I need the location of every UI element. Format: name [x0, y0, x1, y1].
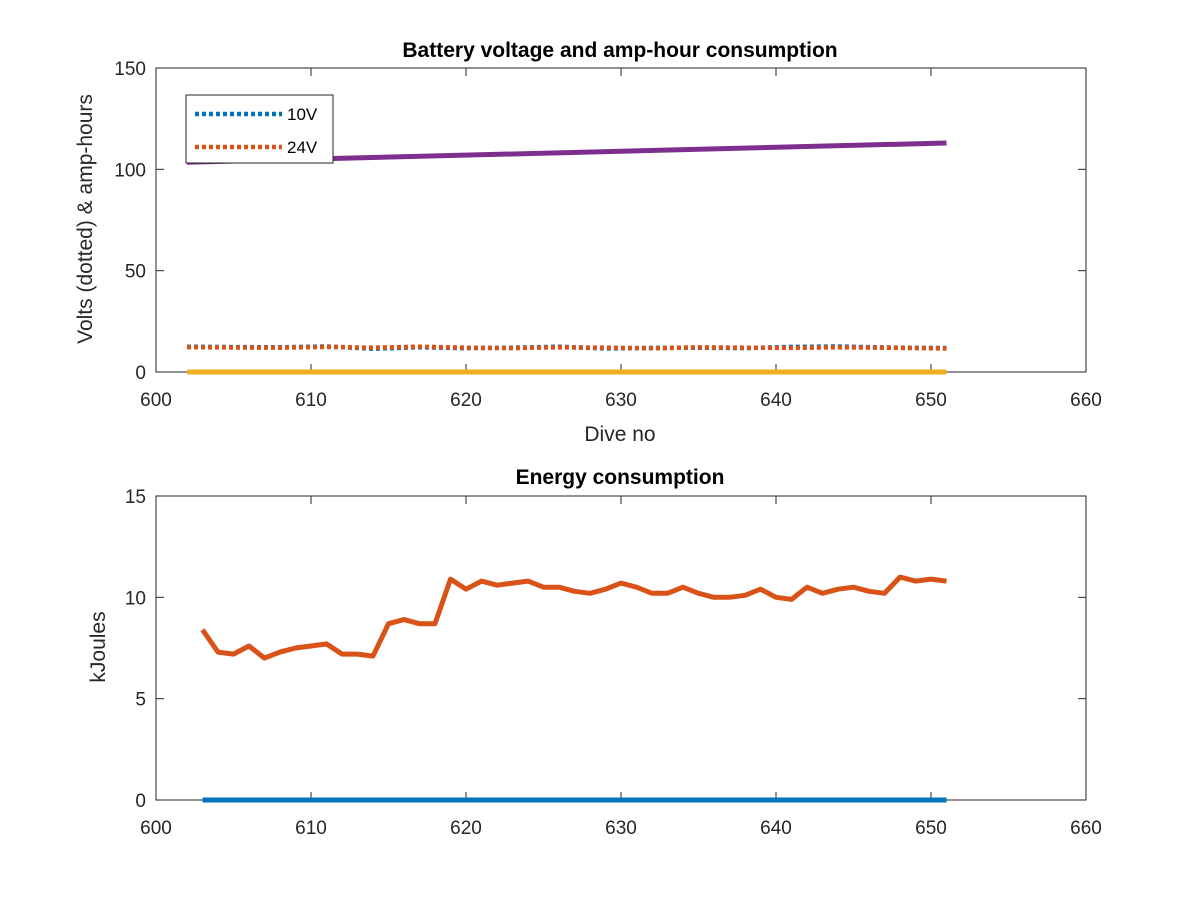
voltage-amp-hour-axes: Battery voltage and amp-hour consumption… [74, 39, 1102, 446]
x-tick-label: 650 [915, 818, 947, 839]
x-tick-label: 660 [1070, 818, 1102, 839]
y-tick-label: 0 [135, 791, 146, 812]
series-line-1 [186, 344, 947, 351]
x-tick-label: 640 [760, 818, 792, 839]
x-tick-label: 650 [915, 390, 947, 411]
series-line-1 [200, 574, 947, 661]
bottom-chart-title: Energy consumption [516, 466, 725, 489]
energy-axes: Energy consumption kJoules 600 610 620 630 6… [87, 466, 1102, 839]
x-tick-label: 660 [1070, 390, 1102, 411]
y-tick-label: 10 [125, 588, 146, 609]
y-tick-label: 100 [114, 160, 146, 181]
y-tick-label: 15 [125, 487, 146, 508]
x-tick-label: 600 [140, 390, 172, 411]
y-tick-label: 150 [114, 59, 146, 80]
x-tick-label: 610 [295, 818, 327, 839]
y-tick-label: 50 [125, 262, 146, 283]
x-tick-label: 630 [605, 818, 637, 839]
x-tick-label: 610 [295, 390, 327, 411]
y-tick-label: 5 [135, 690, 146, 711]
top-chart-x-axis-label: Dive no [584, 423, 655, 446]
bottom-chart-y-axis-label: kJoules [87, 611, 110, 682]
x-tick-label: 640 [760, 390, 792, 411]
legend-label: 10V [287, 105, 318, 124]
x-tick-label: 620 [450, 818, 482, 839]
legend-label: 24V [287, 138, 318, 157]
x-tick-label: 630 [605, 390, 637, 411]
top-chart-title: Battery voltage and amp-hour consumption [402, 39, 837, 62]
x-tick-label: 600 [140, 818, 172, 839]
y-tick-label: 0 [135, 363, 146, 384]
legend-box [185, 94, 334, 164]
top-chart-y-axis-label: Volts (dotted) & amp-hours [74, 94, 97, 344]
x-tick-label: 620 [450, 390, 482, 411]
